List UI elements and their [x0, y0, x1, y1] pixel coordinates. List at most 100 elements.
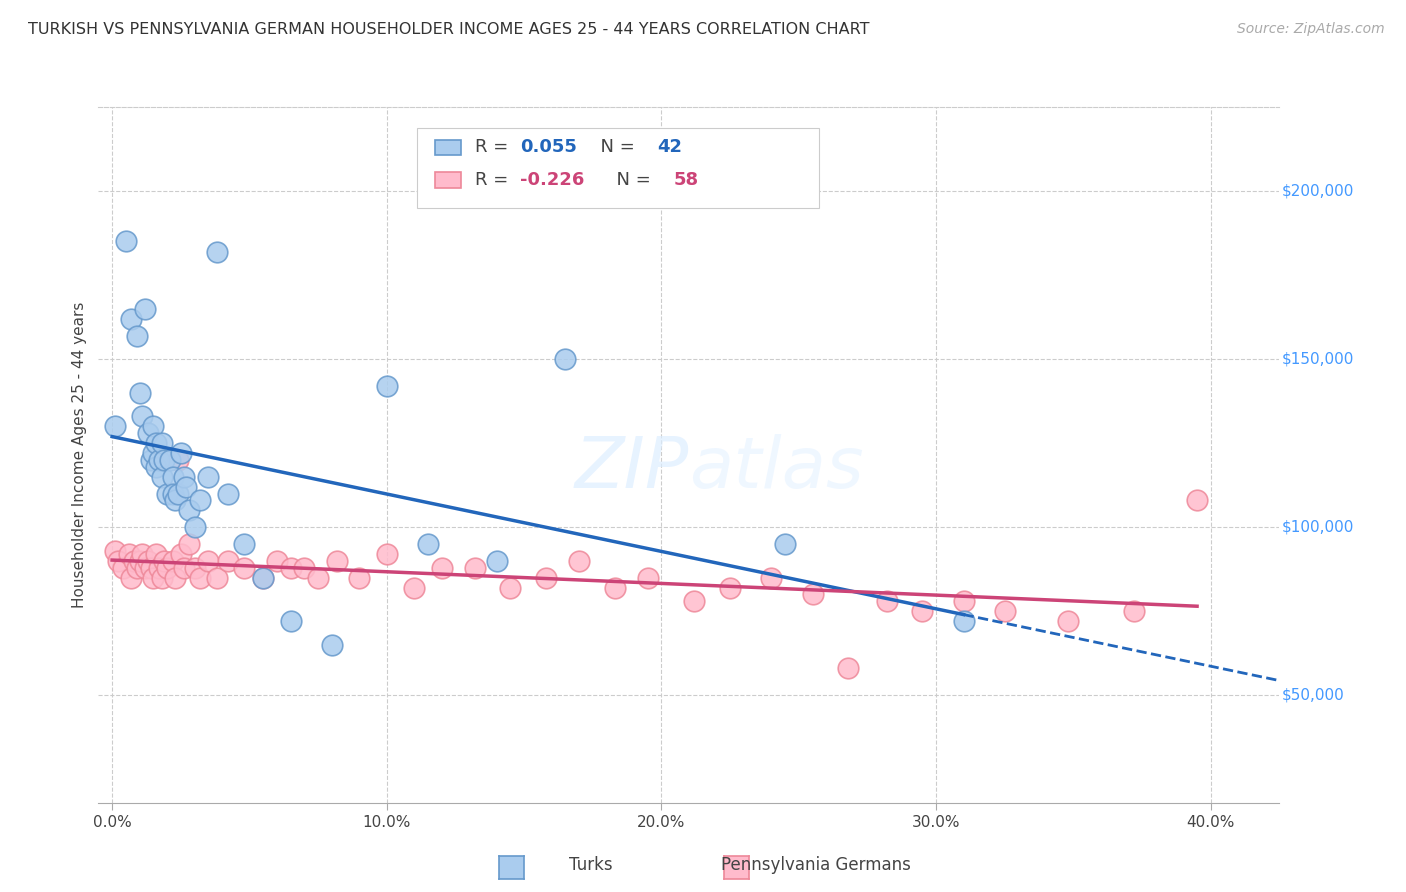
Point — [568, 554, 591, 568]
Point — [404, 581, 426, 595]
Text: Pennsylvania Germans: Pennsylvania Germans — [720, 856, 911, 874]
Point — [637, 571, 659, 585]
Point — [217, 486, 239, 500]
Point — [120, 571, 142, 585]
Point — [145, 436, 167, 450]
Point — [416, 537, 439, 551]
Point — [326, 554, 349, 568]
Point — [167, 486, 190, 500]
Point — [603, 581, 626, 595]
Point — [1185, 493, 1208, 508]
Point — [761, 571, 783, 585]
Y-axis label: Householder Income Ages 25 - 44 years: Householder Income Ages 25 - 44 years — [72, 301, 87, 608]
Point — [1122, 604, 1144, 618]
Point — [876, 594, 898, 608]
Point — [142, 419, 165, 434]
FancyBboxPatch shape — [418, 128, 818, 208]
Point — [375, 547, 398, 561]
Point — [485, 554, 508, 568]
Point — [142, 571, 165, 585]
Point — [499, 581, 522, 595]
Point — [205, 571, 228, 585]
Point — [349, 571, 371, 585]
Point — [131, 547, 153, 561]
Point — [233, 537, 256, 551]
Point — [104, 419, 127, 434]
Point — [252, 571, 274, 585]
Point — [162, 554, 184, 568]
Point — [375, 379, 398, 393]
Point — [162, 486, 184, 500]
Point — [464, 560, 486, 574]
Point — [837, 661, 859, 675]
Point — [233, 560, 256, 574]
Point — [148, 453, 170, 467]
Point — [197, 554, 219, 568]
Text: 0.055: 0.055 — [520, 138, 576, 156]
Point — [176, 480, 198, 494]
Text: TURKISH VS PENNSYLVANIA GERMAN HOUSEHOLDER INCOME AGES 25 - 44 YEARS CORRELATION: TURKISH VS PENNSYLVANIA GERMAN HOUSEHOLD… — [28, 22, 870, 37]
Text: Source: ZipAtlas.com: Source: ZipAtlas.com — [1237, 22, 1385, 37]
Text: 42: 42 — [657, 138, 682, 156]
Point — [183, 520, 205, 534]
Point — [952, 615, 974, 629]
Point — [128, 554, 150, 568]
Point — [150, 436, 173, 450]
Point — [911, 604, 934, 618]
Point — [188, 493, 211, 508]
Point — [125, 560, 148, 574]
Point — [117, 547, 139, 561]
Text: $100,000: $100,000 — [1282, 520, 1354, 534]
Text: -0.226: -0.226 — [520, 171, 585, 189]
Point — [177, 503, 200, 517]
Point — [156, 560, 179, 574]
Point — [170, 547, 193, 561]
Text: R =: R = — [475, 138, 515, 156]
Point — [142, 446, 165, 460]
Point — [139, 560, 162, 574]
Point — [321, 638, 343, 652]
Text: $200,000: $200,000 — [1282, 184, 1354, 199]
Point — [952, 594, 974, 608]
Text: $50,000: $50,000 — [1282, 688, 1344, 703]
Point — [139, 453, 162, 467]
Point — [131, 409, 153, 424]
Point — [150, 571, 173, 585]
Point — [107, 554, 129, 568]
Point — [197, 469, 219, 483]
Point — [125, 328, 148, 343]
Point — [773, 537, 796, 551]
Point — [173, 560, 195, 574]
Point — [170, 446, 193, 460]
Point — [136, 426, 159, 441]
Point — [183, 560, 205, 574]
Point — [280, 560, 302, 574]
Point — [165, 493, 187, 508]
Point — [1057, 615, 1080, 629]
Text: ZIP: ZIP — [575, 434, 689, 503]
Point — [153, 554, 176, 568]
Point — [266, 554, 288, 568]
Point — [162, 469, 184, 483]
Point — [801, 587, 824, 601]
FancyBboxPatch shape — [434, 172, 461, 187]
Point — [205, 244, 228, 259]
Point — [177, 537, 200, 551]
Point — [128, 385, 150, 400]
Point — [294, 560, 316, 574]
Point — [430, 560, 453, 574]
Text: 58: 58 — [673, 171, 699, 189]
Text: N =: N = — [605, 171, 657, 189]
Text: $150,000: $150,000 — [1282, 351, 1354, 367]
Point — [188, 571, 211, 585]
Text: Turks: Turks — [568, 856, 613, 874]
Point — [148, 560, 170, 574]
Point — [252, 571, 274, 585]
Point — [112, 560, 135, 574]
Point — [104, 543, 127, 558]
Point — [718, 581, 741, 595]
Point — [165, 571, 187, 585]
Point — [136, 554, 159, 568]
Point — [173, 469, 195, 483]
Point — [145, 547, 167, 561]
